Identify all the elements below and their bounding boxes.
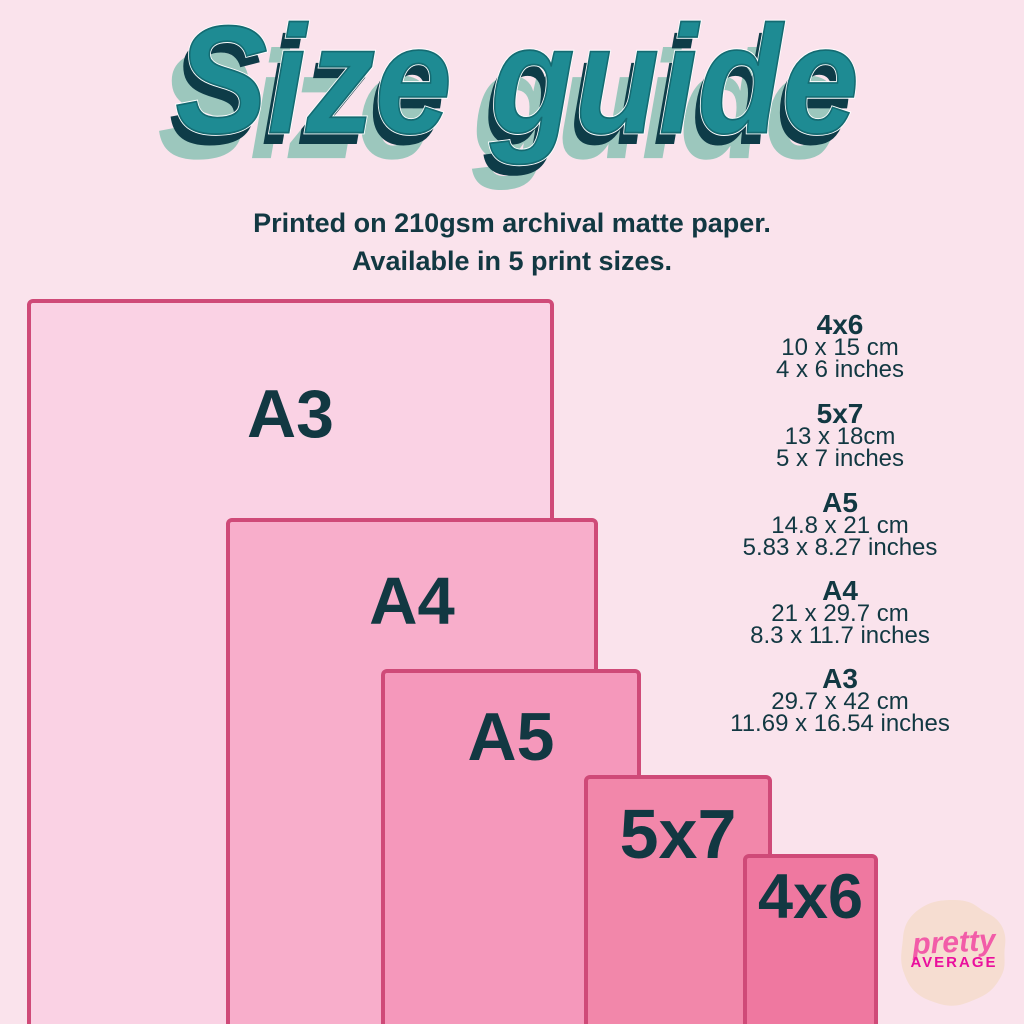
svg-text:Size guide: Size guide — [175, 0, 859, 165]
